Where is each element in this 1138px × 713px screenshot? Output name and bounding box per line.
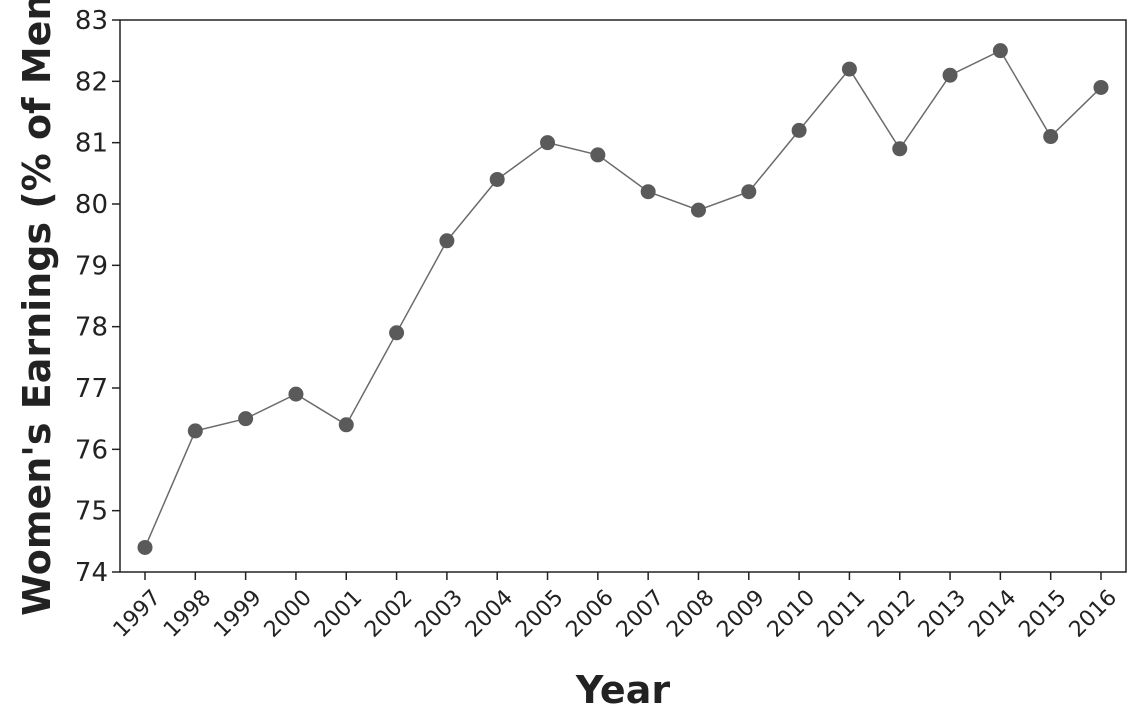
plot-frame	[119, 19, 1127, 573]
data-point	[540, 135, 556, 151]
y-tick-label: 80	[75, 190, 108, 220]
data-point	[590, 147, 606, 163]
data-point	[942, 67, 958, 83]
data-point	[741, 184, 757, 200]
data-point	[841, 61, 857, 77]
x-tick-label: 2006	[562, 585, 619, 642]
x-tick-label: 2011	[813, 585, 870, 642]
y-tick-label: 78	[75, 313, 108, 343]
x-tick-label: 1998	[159, 585, 216, 642]
data-point	[288, 386, 304, 402]
x-tick-label: 2008	[662, 585, 719, 642]
data-point	[992, 43, 1008, 59]
x-tick-label: 1999	[209, 585, 266, 642]
series-line	[144, 49, 1102, 548]
data-point	[791, 122, 807, 138]
data-point	[489, 171, 505, 187]
y-tick-label: 74	[75, 558, 108, 588]
data-point	[640, 184, 656, 200]
data-point	[1093, 79, 1109, 95]
data-point	[690, 202, 706, 218]
data-point	[187, 423, 203, 439]
x-tick-label: 2016	[1065, 585, 1122, 642]
data-point	[238, 411, 254, 427]
y-tick-label: 76	[75, 435, 108, 465]
x-tick-label: 2007	[612, 585, 669, 642]
x-tick-label: 2003	[411, 585, 468, 642]
x-tick-label: 2002	[360, 585, 417, 642]
data-point	[137, 539, 153, 555]
x-tick-label: 2001	[310, 585, 367, 642]
x-tick-label: 2013	[914, 585, 971, 642]
data-point	[1043, 129, 1059, 145]
y-tick-label: 79	[75, 251, 108, 281]
x-tick-label: 2000	[260, 585, 317, 642]
x-tick-label: 1997	[109, 585, 166, 642]
x-tick-label: 2009	[713, 585, 770, 642]
y-axis: 74 75 76 77 78 79 80 81 82 83	[75, 6, 120, 588]
x-tick-label: 2004	[461, 585, 518, 642]
y-tick-label: 82	[75, 67, 108, 97]
y-tick-label: 81	[75, 129, 108, 159]
series-markers	[137, 43, 1109, 555]
x-tick-label: 2005	[511, 585, 568, 642]
x-tick-label: 2012	[863, 585, 920, 642]
x-tick-label: 2015	[1014, 585, 1071, 642]
y-tick-label: 75	[75, 497, 108, 527]
data-point	[338, 417, 354, 433]
y-tick-label: 83	[75, 6, 108, 36]
data-point	[892, 141, 908, 157]
y-tick-label: 77	[75, 374, 108, 404]
y-axis-title: Women's Earnings (% of Men)	[15, 0, 59, 616]
data-point	[439, 233, 455, 249]
x-tick-label: 2014	[964, 585, 1021, 642]
x-axis-title: Year	[575, 668, 670, 712]
x-axis: 1997199819992000200120022003200420052006…	[109, 572, 1122, 643]
data-point	[389, 325, 405, 341]
x-tick-label: 2010	[763, 585, 820, 642]
